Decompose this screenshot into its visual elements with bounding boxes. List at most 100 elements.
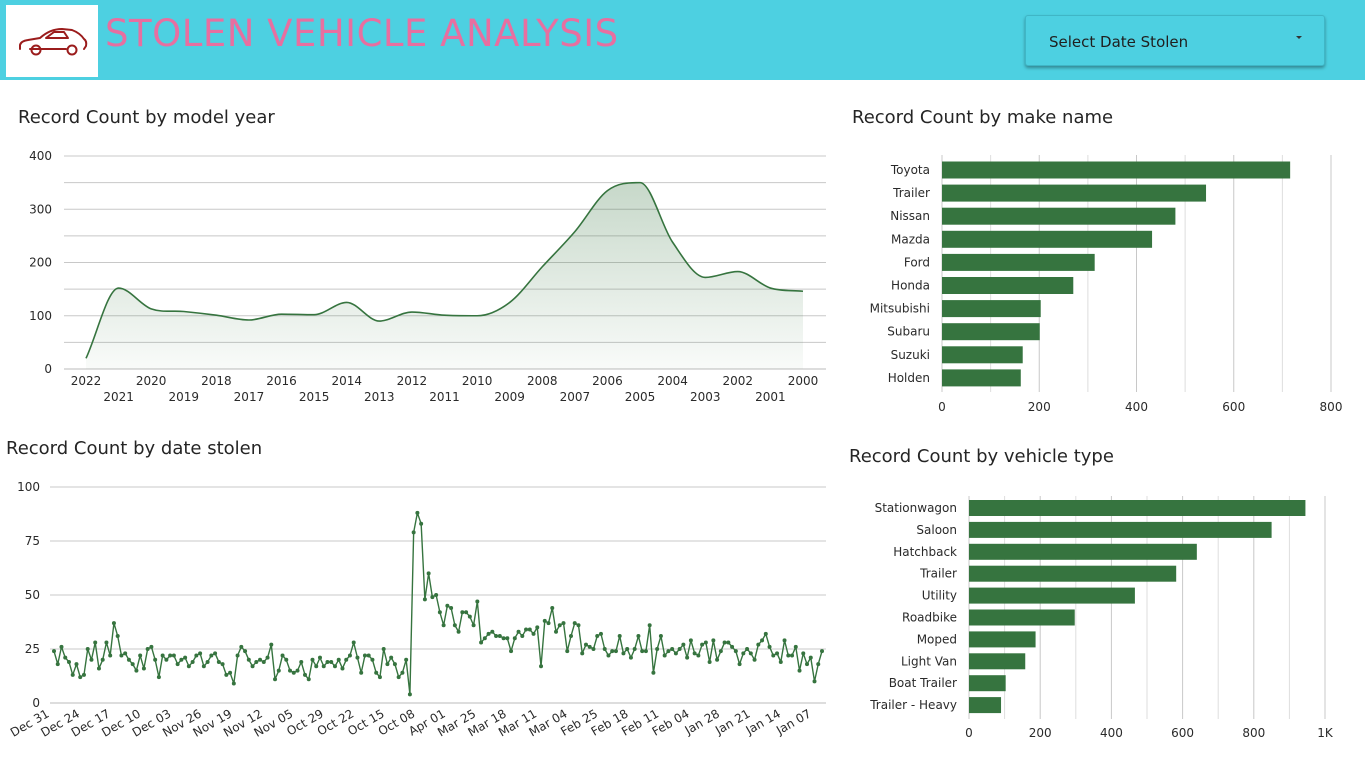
data-point	[520, 634, 525, 639]
data-point	[273, 677, 278, 682]
data-point	[658, 634, 663, 639]
y-tick-label: 100	[29, 309, 52, 323]
y-tick-label: 300	[29, 202, 52, 216]
dropdown-caret-icon[interactable]	[1296, 36, 1302, 39]
data-point	[643, 649, 648, 654]
data-point	[96, 666, 101, 671]
data-point	[737, 662, 742, 667]
data-point	[703, 640, 708, 645]
category-label: Mazda	[891, 232, 930, 246]
data-point	[332, 664, 337, 669]
x-tick-label: 2017	[234, 390, 265, 404]
data-point	[254, 659, 259, 664]
data-point	[606, 653, 611, 658]
bar	[942, 300, 1041, 318]
date-stolen-dropdown[interactable]: Select Date Stolen	[1025, 15, 1325, 66]
data-point	[647, 623, 652, 628]
data-point	[464, 610, 469, 615]
data-point	[407, 692, 412, 697]
x-tick-label: 2002	[723, 374, 754, 388]
area-fill	[86, 182, 803, 369]
data-point	[598, 631, 603, 636]
data-point	[434, 593, 439, 597]
data-point	[310, 657, 315, 662]
data-point	[231, 681, 236, 686]
data-point	[715, 657, 720, 662]
data-point	[621, 651, 626, 656]
x-tick-label: 2000	[788, 374, 819, 388]
bar	[942, 277, 1074, 294]
bar	[942, 161, 1291, 179]
x-tick-label: 2013	[364, 390, 395, 404]
data-point	[351, 640, 356, 645]
data-point	[490, 629, 495, 634]
data-point	[501, 636, 506, 641]
data-point	[198, 651, 203, 656]
y-tick-label: 100	[17, 480, 40, 494]
category-label: Hatchback	[893, 545, 957, 559]
data-point	[411, 530, 416, 535]
bar	[969, 675, 1006, 692]
make-name-chart: 0 200 400 600 800 Toyota Trailer Nissan Mazda For…	[870, 155, 1342, 414]
data-point	[59, 644, 64, 649]
data-point	[366, 653, 371, 658]
bar	[942, 369, 1021, 387]
category-label: Suzuki	[891, 348, 930, 362]
data-point	[63, 655, 68, 660]
data-point	[580, 651, 585, 656]
data-point	[696, 653, 701, 658]
data-point	[565, 649, 570, 654]
data-point	[602, 647, 607, 651]
data-point	[816, 662, 821, 667]
data-point	[209, 653, 214, 658]
data-point	[467, 614, 472, 619]
x-tick-label: 1K	[1317, 726, 1334, 740]
data-point	[284, 657, 289, 662]
data-point	[636, 634, 641, 639]
x-tick-label: 800	[1242, 726, 1265, 740]
data-point	[400, 670, 405, 675]
data-point	[640, 649, 645, 654]
data-point	[535, 625, 540, 630]
date-stolen-chart-title: Record Count by date stolen	[6, 438, 263, 459]
data-point	[186, 664, 191, 669]
data-point	[89, 657, 94, 662]
data-point	[505, 636, 510, 641]
data-point	[805, 662, 810, 667]
data-point	[344, 657, 349, 662]
bar	[969, 500, 1306, 516]
data-point	[482, 636, 487, 641]
y-tick-label: 0	[32, 696, 40, 710]
category-label: Saloon	[916, 523, 957, 537]
data-point	[531, 631, 536, 636]
data-point	[168, 653, 173, 658]
data-point	[175, 662, 180, 667]
data-point	[55, 662, 60, 667]
data-point	[205, 659, 210, 664]
data-point	[111, 621, 116, 626]
data-point	[145, 647, 150, 651]
data-point	[790, 653, 795, 658]
data-point	[194, 653, 199, 658]
data-point	[243, 649, 248, 654]
category-label: Toyota	[890, 163, 930, 177]
data-point	[587, 644, 592, 649]
y-tick-label: 0	[44, 362, 52, 376]
bar	[969, 587, 1135, 604]
data-point	[239, 644, 244, 649]
data-point	[771, 653, 776, 658]
data-point	[741, 651, 746, 656]
data-point	[374, 670, 379, 675]
data-point	[156, 675, 161, 680]
data-point	[752, 657, 757, 662]
data-point	[265, 655, 270, 660]
y-tick-label: 50	[25, 588, 40, 602]
data-point	[583, 642, 588, 647]
y-tick-label: 200	[29, 256, 52, 270]
x-tick-label: 600	[1222, 400, 1245, 414]
data-point	[763, 631, 768, 636]
data-point	[104, 640, 109, 645]
data-point	[220, 662, 225, 667]
data-point	[291, 670, 296, 675]
data-point	[681, 642, 686, 647]
